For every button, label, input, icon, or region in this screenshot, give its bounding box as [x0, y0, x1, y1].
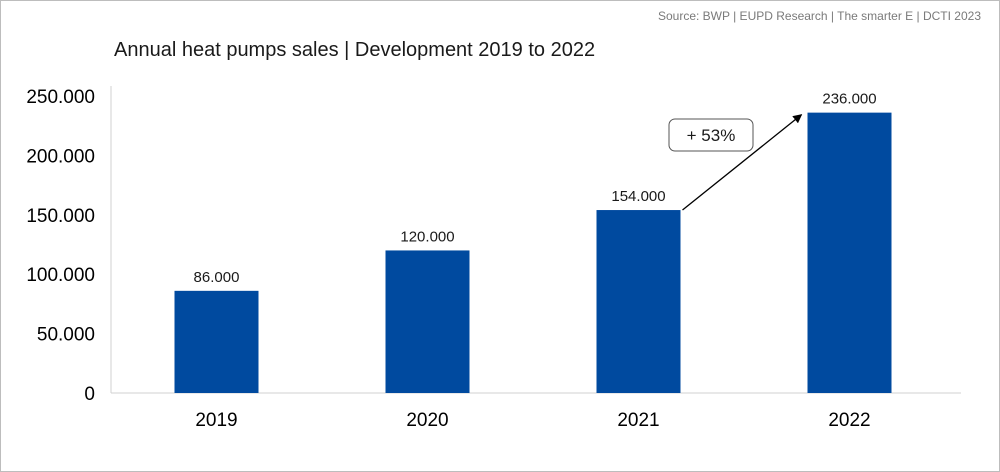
growth-label-box [668, 118, 754, 152]
data-label: 120.000 [400, 228, 454, 245]
y-tick-label: 150.000 [26, 206, 95, 227]
chart-title: Annual heat pumps sales | Development 20… [114, 39, 596, 61]
data-label: 86.000 [194, 269, 240, 286]
bar [596, 210, 681, 393]
y-tick-label: 50.000 [37, 325, 95, 346]
x-tick-label: 2020 [406, 410, 448, 431]
data-label: 236.000 [822, 91, 876, 108]
bar [174, 290, 259, 393]
x-tick-label: 2019 [195, 410, 237, 431]
x-tick-label: 2022 [828, 410, 870, 431]
bar [807, 112, 892, 393]
y-tick-label: 100.000 [26, 265, 95, 286]
data-label: 154.000 [611, 188, 665, 205]
y-tick-label: 200.000 [26, 146, 95, 167]
growth-arrow [682, 114, 803, 211]
bar [385, 250, 470, 393]
y-tick-label: 0 [84, 384, 95, 405]
y-tick-label: 250.000 [26, 87, 95, 108]
x-tick-label: 2021 [617, 410, 659, 431]
source-note: Source: BWP | EUPD Research | The smarte… [657, 9, 981, 23]
growth-label: + 53% [687, 126, 736, 145]
